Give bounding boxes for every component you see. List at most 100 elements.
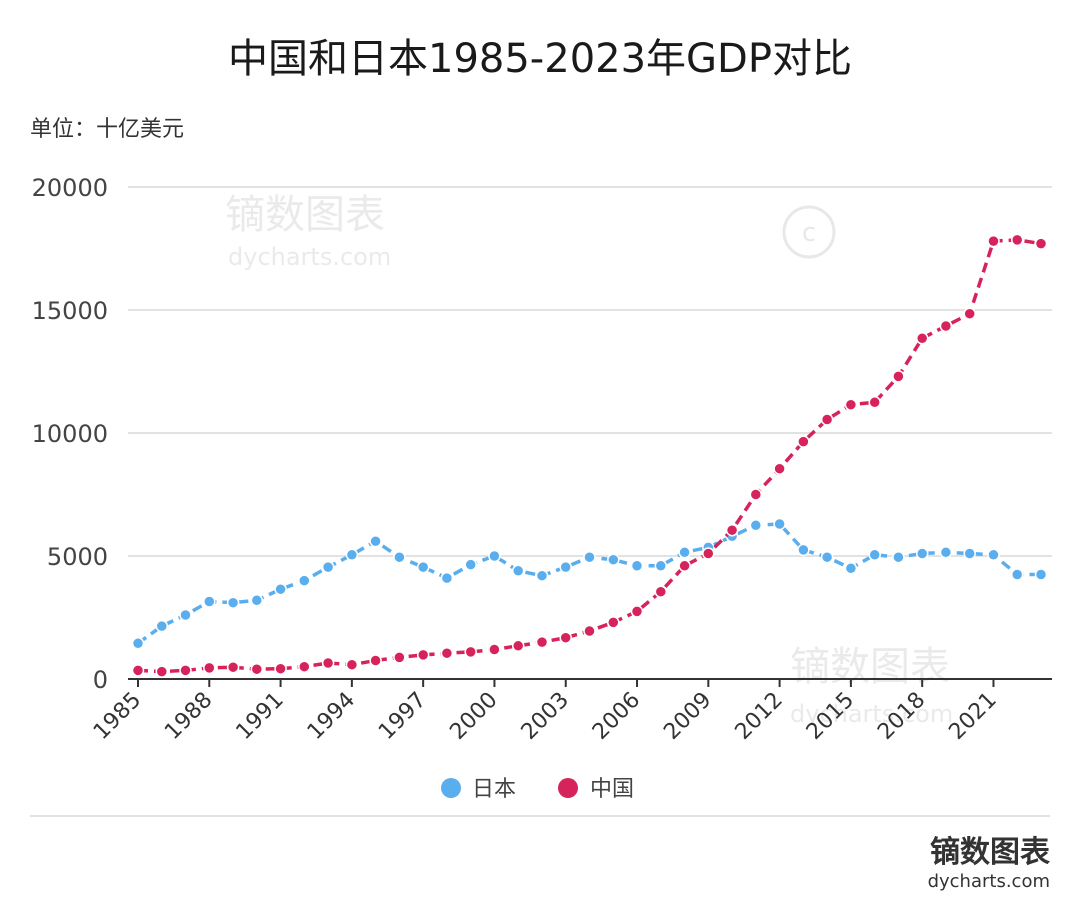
data-point <box>583 624 596 638</box>
brand-url: dycharts.com <box>928 871 1050 892</box>
data-point <box>155 665 169 678</box>
data-point <box>678 546 691 559</box>
data-point <box>844 562 858 575</box>
data-point <box>535 635 549 649</box>
data-point <box>607 616 620 629</box>
data-point <box>274 662 287 675</box>
brand-name: 镝数图表 <box>930 835 1050 870</box>
data-point <box>440 571 454 585</box>
y-tick-label: 20000 <box>32 174 108 202</box>
data-point <box>892 550 905 564</box>
data-point <box>939 319 953 333</box>
data-point <box>511 564 525 578</box>
data-point <box>559 560 572 574</box>
data-point <box>535 569 549 582</box>
data-point <box>749 488 763 501</box>
data-point <box>511 639 525 653</box>
data-point <box>298 660 311 673</box>
watermark-url: dycharts.com <box>228 243 391 271</box>
data-point <box>464 645 477 659</box>
x-tick-label: 2000 <box>445 688 502 745</box>
x-tick-label: 1997 <box>374 688 431 745</box>
data-point <box>773 462 786 475</box>
data-point <box>915 332 929 345</box>
data-point <box>630 605 644 618</box>
x-tick-label: 1988 <box>160 688 217 745</box>
data-point <box>583 550 596 564</box>
data-point <box>1010 568 1024 581</box>
data-point <box>963 547 976 560</box>
data-point <box>939 546 953 559</box>
data-point <box>226 596 240 609</box>
x-tick-label: 1994 <box>303 688 360 745</box>
data-point <box>416 648 430 662</box>
legend-marker-china <box>558 778 578 798</box>
data-point <box>654 585 668 598</box>
unit-label: 单位：十亿美元 <box>30 117 184 142</box>
data-point <box>915 547 929 560</box>
data-point <box>797 543 810 557</box>
data-point <box>393 651 406 664</box>
x-tick-label: 2003 <box>517 688 574 745</box>
chart-title: 中国和日本1985-2023年GDP对比 <box>228 36 852 82</box>
data-point <box>1034 237 1048 250</box>
data-point <box>820 413 834 426</box>
data-point <box>155 619 169 633</box>
watermark: 镝数图表 dycharts.com c 镝数图表 dycharts.com <box>225 192 953 728</box>
x-tick-label: 1985 <box>89 688 146 745</box>
watermark-name-2: 镝数图表 <box>790 644 950 690</box>
data-point <box>416 560 430 574</box>
data-point <box>868 548 881 562</box>
x-tick-label: 2006 <box>588 688 645 745</box>
data-point <box>203 661 216 675</box>
data-point <box>321 560 335 574</box>
data-point <box>702 547 715 560</box>
x-tick-label: 2012 <box>731 688 788 745</box>
copyright-icon <box>782 205 836 259</box>
data-point <box>987 548 1000 562</box>
data-point <box>321 656 335 670</box>
data-point <box>250 594 264 607</box>
data-point <box>179 664 192 677</box>
data-point <box>488 643 501 656</box>
data-point <box>820 550 834 564</box>
legend: 日本 中国 <box>441 777 634 802</box>
y-tick-label: 15000 <box>32 297 108 325</box>
data-point <box>298 574 311 587</box>
data-point <box>654 559 668 573</box>
legend-label-japan: 日本 <box>472 777 516 802</box>
data-point <box>440 646 454 660</box>
data-point <box>773 517 786 531</box>
data-point <box>844 398 858 411</box>
data-point <box>987 234 1000 248</box>
copyright-glyph-icon: c <box>802 218 816 248</box>
data-point <box>131 637 145 650</box>
legend-label-china: 中国 <box>590 777 634 802</box>
data-point <box>464 558 477 571</box>
data-point <box>274 582 287 596</box>
data-point <box>1010 233 1024 247</box>
data-point <box>393 550 406 564</box>
data-point <box>607 553 620 566</box>
data-point <box>488 549 501 563</box>
watermark-url-2: dycharts.com <box>790 700 953 728</box>
y-tick-label: 0 <box>93 666 108 694</box>
x-tick-label: 2009 <box>659 688 716 745</box>
data-point <box>678 559 691 573</box>
data-point <box>345 548 359 562</box>
data-point <box>963 307 976 320</box>
data-point <box>868 396 881 409</box>
data-point <box>559 631 572 644</box>
data-point <box>179 608 192 622</box>
data-point <box>345 658 359 671</box>
data-point <box>226 660 240 674</box>
watermark-name: 镝数图表 <box>225 192 385 238</box>
data-point <box>369 654 382 667</box>
data-point <box>250 662 264 676</box>
series-china <box>131 233 1048 678</box>
data-point <box>131 664 145 677</box>
series <box>131 233 1048 678</box>
data-point <box>797 435 810 448</box>
y-axis-ticks: 0 5000 10000 15000 20000 <box>32 174 108 694</box>
